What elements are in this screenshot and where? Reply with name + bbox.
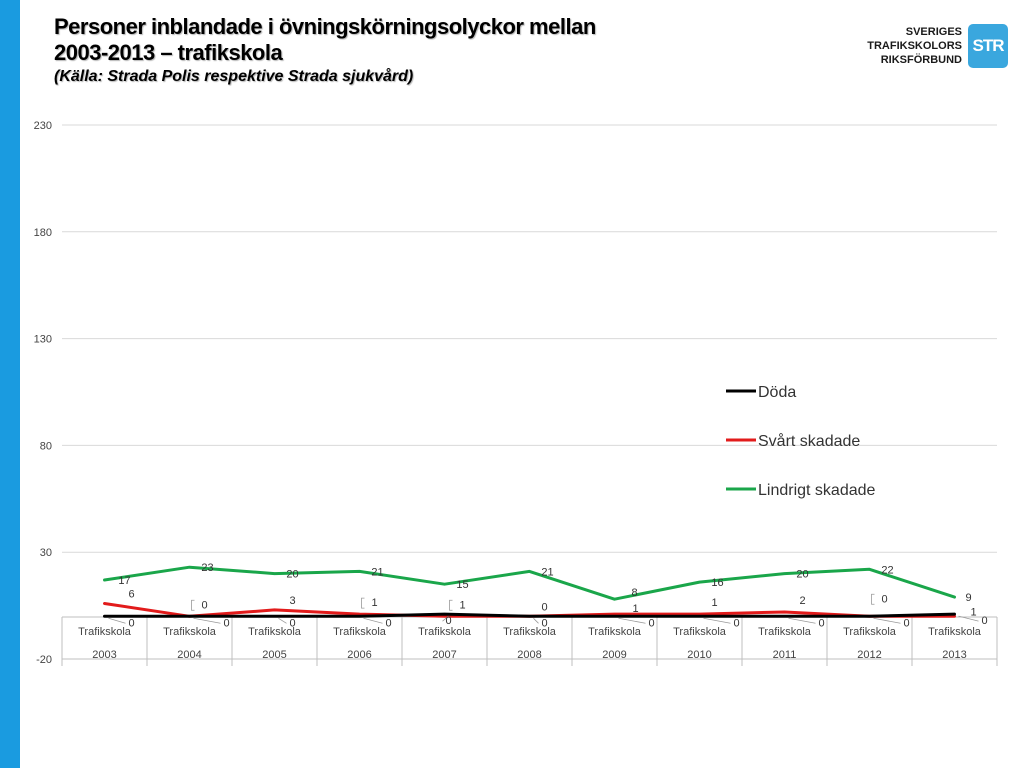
category-label-row2: 2009 bbox=[602, 649, 626, 661]
logo-badge: STR bbox=[968, 24, 1008, 68]
data-label-lindrigt: 23 bbox=[201, 562, 213, 574]
data-label-lindrigt: 20 bbox=[286, 569, 298, 581]
category-label-row1: Trafikskola bbox=[333, 626, 387, 638]
data-label-lindrigt: 16 bbox=[711, 577, 723, 589]
data-label-lindrigt: 8 bbox=[631, 587, 637, 599]
data-label-svart: 0 bbox=[541, 601, 547, 613]
category-label-row1: Trafikskola bbox=[928, 626, 982, 638]
data-label-leader bbox=[703, 617, 731, 624]
data-label-svart: 1 bbox=[632, 603, 638, 615]
data-label-doda: 0 bbox=[733, 617, 739, 629]
data-label-lindrigt: 17 bbox=[118, 575, 130, 587]
data-label-svart: 0 bbox=[881, 593, 887, 605]
data-label-leader bbox=[278, 617, 287, 624]
logo-wordmark: SVERIGES TRAFIKSKOLORS RIKSFÖRBUND bbox=[867, 25, 962, 67]
data-label-doda: 0 bbox=[128, 617, 134, 629]
y-tick-label: 80 bbox=[40, 440, 52, 452]
data-label-doda: 0 bbox=[445, 615, 451, 627]
category-label-row1: Trafikskola bbox=[843, 626, 897, 638]
category-label-row1: Trafikskola bbox=[418, 626, 472, 638]
category-label-row2: 2011 bbox=[773, 649, 797, 661]
data-label-lindrigt: 9 bbox=[965, 592, 971, 604]
sidebar-accent-bar bbox=[0, 0, 20, 768]
data-label-doda: 0 bbox=[648, 617, 654, 629]
category-label-row1: Trafikskola bbox=[248, 626, 302, 638]
series-line-0 bbox=[103, 612, 956, 618]
category-label-row2: 2008 bbox=[517, 649, 541, 661]
data-label-leader bbox=[958, 615, 979, 622]
legend-label-2: Lindrigt skadade bbox=[758, 482, 876, 499]
logo-line1: SVERIGES bbox=[905, 26, 962, 38]
data-label-doda: 0 bbox=[903, 617, 909, 629]
data-label-lindrigt: 22 bbox=[881, 564, 893, 576]
logo-line3: RIKSFÖRBUND bbox=[880, 54, 962, 66]
data-label-leader bbox=[871, 593, 875, 605]
category-label-row1: Trafikskola bbox=[588, 626, 642, 638]
data-label-svart: 1 bbox=[459, 599, 465, 611]
data-label-doda: 0 bbox=[289, 617, 295, 629]
logo-line2: TRAFIKSKOLORS bbox=[867, 40, 962, 52]
data-label-leader bbox=[361, 597, 365, 609]
title-block: Personer inblandade i övningskörningsoly… bbox=[54, 14, 854, 87]
data-label-leader bbox=[788, 617, 816, 624]
y-tick-label: 180 bbox=[34, 227, 52, 239]
data-label-leader bbox=[533, 617, 539, 624]
data-label-doda: 0 bbox=[818, 617, 824, 629]
data-label-lindrigt: 15 bbox=[456, 579, 468, 591]
data-label-doda: 0 bbox=[541, 617, 547, 629]
series-line-2 bbox=[103, 565, 956, 601]
data-label-doda: 0 bbox=[223, 617, 229, 629]
data-label-svart: 1 bbox=[711, 597, 717, 609]
data-label-svart: 1 bbox=[371, 597, 377, 609]
category-label-row2: 2010 bbox=[687, 649, 711, 661]
data-label-lindrigt: 20 bbox=[796, 569, 808, 581]
chart-title-line1: Personer inblandade i övningskörningsoly… bbox=[54, 14, 596, 39]
category-label-row1: Trafikskola bbox=[758, 626, 812, 638]
y-tick-label: -20 bbox=[36, 654, 52, 666]
data-label-svart: 0 bbox=[201, 599, 207, 611]
category-label-row2: 2007 bbox=[432, 649, 456, 661]
category-label-row2: 2012 bbox=[857, 649, 881, 661]
data-label-doda: 0 bbox=[981, 615, 987, 627]
series-line-1 bbox=[103, 602, 956, 618]
str-logo: SVERIGES TRAFIKSKOLORS RIKSFÖRBUND STR bbox=[858, 24, 1008, 68]
chart-title-line2: 2003-2013 – trafikskola bbox=[54, 40, 283, 65]
y-tick-label: 30 bbox=[40, 547, 52, 559]
data-label-lindrigt: 21 bbox=[371, 566, 383, 578]
data-label-leader bbox=[108, 617, 126, 624]
data-label-leader bbox=[442, 615, 449, 622]
category-label-row2: 2005 bbox=[262, 649, 286, 661]
data-label-svart: 1 bbox=[970, 606, 976, 618]
category-label-row1: Trafikskola bbox=[673, 626, 727, 638]
legend-label-1: Svårt skadade bbox=[758, 432, 860, 450]
category-label-row2: 2013 bbox=[942, 649, 966, 661]
data-label-doda: 0 bbox=[385, 617, 391, 629]
chart-source-subtitle: (Källa: Strada Polis respektive Strada s… bbox=[54, 68, 414, 85]
data-label-leader bbox=[193, 617, 221, 624]
data-label-svart: 6 bbox=[128, 588, 134, 600]
data-label-svart: 3 bbox=[289, 595, 295, 607]
category-label-row1: Trafikskola bbox=[163, 626, 217, 638]
data-label-leader bbox=[618, 617, 646, 624]
data-label-leader bbox=[449, 599, 453, 611]
category-label-row2: 2004 bbox=[177, 649, 201, 661]
data-label-lindrigt: 21 bbox=[541, 566, 553, 578]
category-label-row1: Trafikskola bbox=[503, 626, 557, 638]
legend-label-0: Döda bbox=[758, 384, 796, 401]
category-label-row2: 2003 bbox=[92, 649, 116, 661]
y-tick-label: 230 bbox=[34, 120, 52, 132]
data-label-leader bbox=[191, 599, 195, 611]
data-label-leader bbox=[363, 617, 383, 624]
data-label-svart: 2 bbox=[799, 595, 805, 607]
category-label-row2: 2006 bbox=[347, 649, 371, 661]
category-label-row1: Trafikskola bbox=[78, 626, 132, 638]
y-tick-label: 130 bbox=[34, 334, 52, 346]
data-label-leader bbox=[873, 617, 901, 624]
